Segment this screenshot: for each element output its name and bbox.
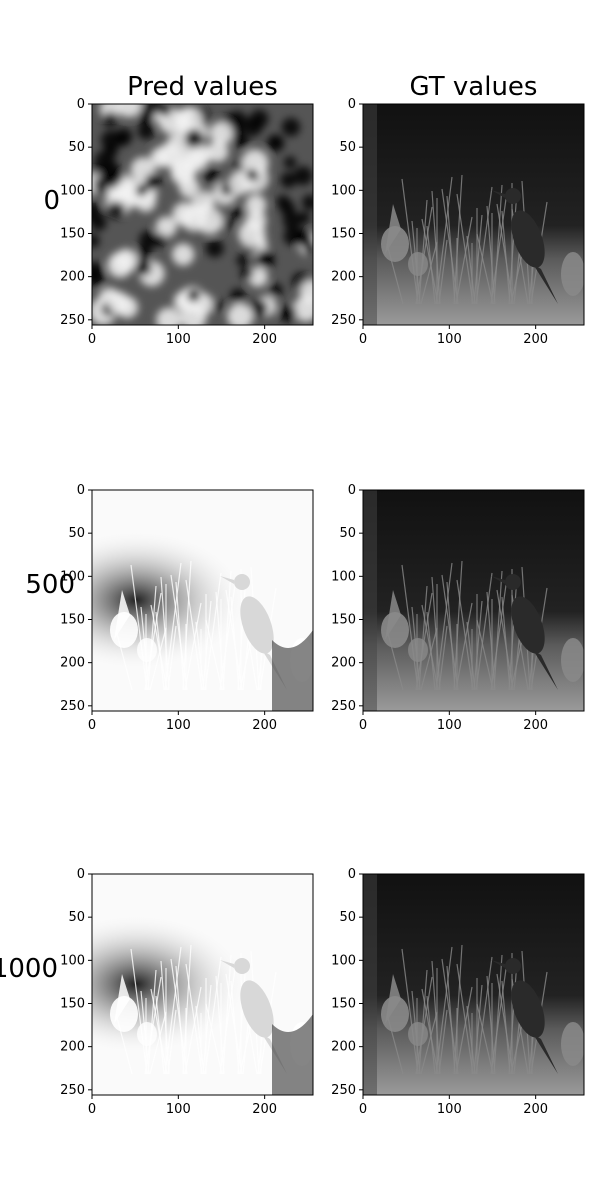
y-tick-label: 250 [331, 313, 356, 328]
image-content [363, 490, 584, 711]
axes-frame [362, 103, 585, 326]
y-tick-label: 150 [60, 612, 85, 627]
y-tick-label: 150 [60, 226, 85, 241]
y-tick-label: 0 [348, 867, 356, 882]
y-tick-label: 100 [60, 183, 85, 198]
x-tick-label: 0 [88, 718, 96, 733]
y-tick-label: 100 [331, 569, 356, 584]
x-tick-label: 200 [252, 718, 277, 733]
axes-frame [91, 489, 314, 712]
image-panel: 0 50 100 150 200 250 0 100 200 [60, 483, 314, 733]
axes-frame [362, 873, 585, 1096]
row-label-1000: 1000 [0, 954, 58, 984]
y-tick-label: 0 [77, 867, 85, 882]
y-tick-label: 50 [68, 140, 85, 155]
y-tick-label: 100 [60, 953, 85, 968]
x-tick-label: 200 [523, 718, 548, 733]
y-tick-label: 200 [331, 270, 356, 285]
image-content [92, 874, 313, 1095]
y-tick-label: 0 [77, 97, 85, 112]
y-tick-label: 0 [77, 483, 85, 498]
y-tick-label: 250 [60, 1083, 85, 1098]
x-tick-label: 0 [88, 332, 96, 347]
y-tick-label: 150 [331, 996, 356, 1011]
x-tick-label: 100 [437, 718, 462, 733]
y-tick-label: 250 [60, 313, 85, 328]
y-tick-label: 0 [348, 483, 356, 498]
x-tick-label: 200 [523, 332, 548, 347]
image-panel: 0 50 100 150 200 250 0 100 200 [331, 867, 585, 1117]
y-tick-label: 150 [60, 996, 85, 1011]
x-tick-label: 0 [359, 1102, 367, 1117]
image-content [363, 874, 584, 1095]
y-tick-label: 50 [339, 910, 356, 925]
axes-frame [91, 103, 314, 326]
y-tick-label: 50 [68, 526, 85, 541]
x-tick-label: 100 [166, 718, 191, 733]
y-tick-label: 200 [331, 656, 356, 671]
y-tick-label: 50 [68, 910, 85, 925]
axes-frame [362, 489, 585, 712]
y-tick-label: 200 [60, 656, 85, 671]
y-tick-label: 0 [348, 97, 356, 112]
column-title-pred: Pred values [127, 72, 278, 102]
y-tick-label: 150 [331, 612, 356, 627]
x-tick-label: 200 [252, 332, 277, 347]
image-panel: 0 50 100 150 200 250 0 100 200 [331, 483, 585, 733]
y-tick-label: 250 [60, 699, 85, 714]
row-label-500: 500 [25, 570, 75, 600]
x-tick-label: 100 [166, 332, 191, 347]
image-content [92, 490, 313, 711]
image-content [363, 104, 584, 325]
y-tick-label: 150 [331, 226, 356, 241]
y-tick-label: 200 [60, 1040, 85, 1055]
x-tick-label: 200 [252, 1102, 277, 1117]
y-tick-label: 250 [331, 699, 356, 714]
x-tick-label: 100 [437, 1102, 462, 1117]
image-panel: 0 50 100 150 200 250 0 100 200 [60, 867, 314, 1117]
x-tick-label: 0 [88, 1102, 96, 1117]
axes-frame [91, 873, 314, 1096]
y-tick-label: 50 [339, 526, 356, 541]
x-tick-label: 100 [437, 332, 462, 347]
x-tick-label: 100 [166, 1102, 191, 1117]
y-tick-label: 250 [331, 1083, 356, 1098]
x-tick-label: 0 [359, 332, 367, 347]
x-tick-label: 0 [359, 718, 367, 733]
y-tick-label: 50 [339, 140, 356, 155]
image-panel: 0 50 100 150 200 250 0 100 200 [331, 97, 585, 347]
image-content [92, 104, 313, 325]
y-tick-label: 100 [331, 183, 356, 198]
x-tick-label: 200 [523, 1102, 548, 1117]
y-tick-label: 200 [331, 1040, 356, 1055]
image-panel: 0 50 100 150 200 250 0 100 200 [60, 97, 314, 347]
row-label-0: 0 [43, 186, 60, 216]
y-tick-label: 100 [60, 569, 85, 584]
y-tick-label: 100 [331, 953, 356, 968]
y-tick-label: 200 [60, 270, 85, 285]
column-title-gt: GT values [409, 72, 538, 102]
